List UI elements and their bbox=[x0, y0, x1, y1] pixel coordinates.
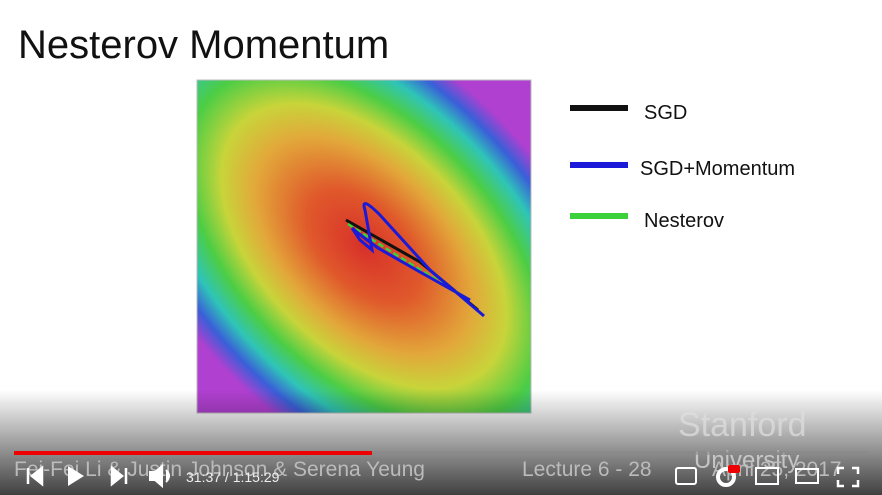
progress-played bbox=[14, 451, 372, 455]
slide-footer: April 25, 2017 bbox=[712, 458, 842, 481]
contour-plot bbox=[196, 79, 532, 414]
slide-title: Nesterov Momentum bbox=[18, 23, 389, 67]
volume-button[interactable] bbox=[149, 463, 170, 489]
fullscreen-button[interactable] bbox=[836, 466, 860, 488]
play-button[interactable] bbox=[68, 466, 84, 486]
theater-button[interactable] bbox=[795, 468, 819, 484]
slide-footer: Lecture 6 - 28 bbox=[522, 458, 652, 481]
next-button[interactable] bbox=[110, 465, 128, 487]
watermark: Stanford bbox=[678, 406, 807, 444]
time-display: 31:37 / 1:15:29 bbox=[186, 469, 280, 485]
legend-label: SGD+Momentum bbox=[640, 158, 795, 180]
progress-track[interactable] bbox=[14, 451, 868, 455]
legend-label: SGD bbox=[644, 102, 687, 124]
miniplayer-button[interactable] bbox=[755, 467, 779, 485]
previous-button[interactable] bbox=[26, 465, 44, 487]
captions-button[interactable] bbox=[675, 467, 697, 485]
legend-label: Nesterov bbox=[644, 210, 724, 232]
hd-badge bbox=[728, 465, 740, 473]
settings-button[interactable] bbox=[716, 467, 736, 487]
momentum-path bbox=[350, 202, 485, 318]
